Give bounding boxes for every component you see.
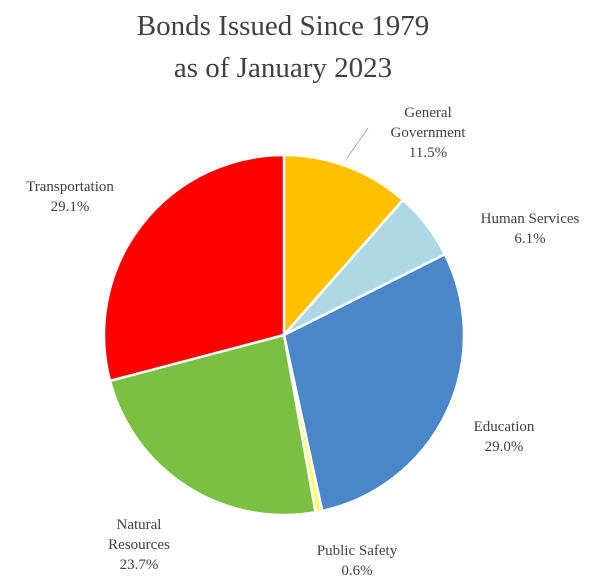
leader-lines	[346, 127, 369, 159]
slice-name-label: Public Safety	[317, 543, 398, 559]
slice-labels: General Government 11.5% Human Services 6.1%…	[26, 105, 579, 579]
slice-value-label: 0.6%	[341, 563, 372, 579]
slice-value-label: 6.1%	[514, 231, 545, 247]
slice-value-label: 29.0%	[485, 439, 524, 455]
pie-slice-2	[282, 253, 466, 513]
slice-name-label: Transportation	[26, 179, 114, 195]
chart-title-line-2: as of January 2023	[174, 52, 392, 84]
slice-name-label: Education	[474, 419, 535, 435]
slice-name-label: General	[404, 105, 451, 121]
slice-label-1: Human Services 6.1%	[481, 211, 580, 247]
slice-value-label: 29.1%	[51, 199, 90, 215]
pie-slice-4	[108, 333, 317, 517]
slice-label-2: Education 29.0%	[474, 419, 535, 455]
chart-title-line-1: Bonds Issued Since 1979	[137, 10, 429, 42]
slice-label-5: Transportation 29.1%	[26, 179, 114, 215]
slice-value-label: 23.7%	[120, 557, 159, 573]
slice-name-label: Resources	[108, 537, 170, 553]
leader-line-0	[346, 127, 369, 159]
pie-slices	[102, 153, 466, 517]
slice-name-label: Natural	[117, 517, 162, 533]
slice-value-label: 11.5%	[409, 145, 447, 161]
pie-slice-0	[282, 153, 405, 337]
slice-name-label: Human Services	[481, 211, 580, 227]
slice-label-3: Public Safety 0.6%	[317, 543, 398, 579]
slice-label-4: Natural Resources 23.7%	[108, 517, 170, 573]
slice-name-label: Government	[391, 125, 467, 141]
slice-label-0: General Government 11.5%	[391, 105, 467, 161]
pie-slice-5	[102, 153, 286, 383]
